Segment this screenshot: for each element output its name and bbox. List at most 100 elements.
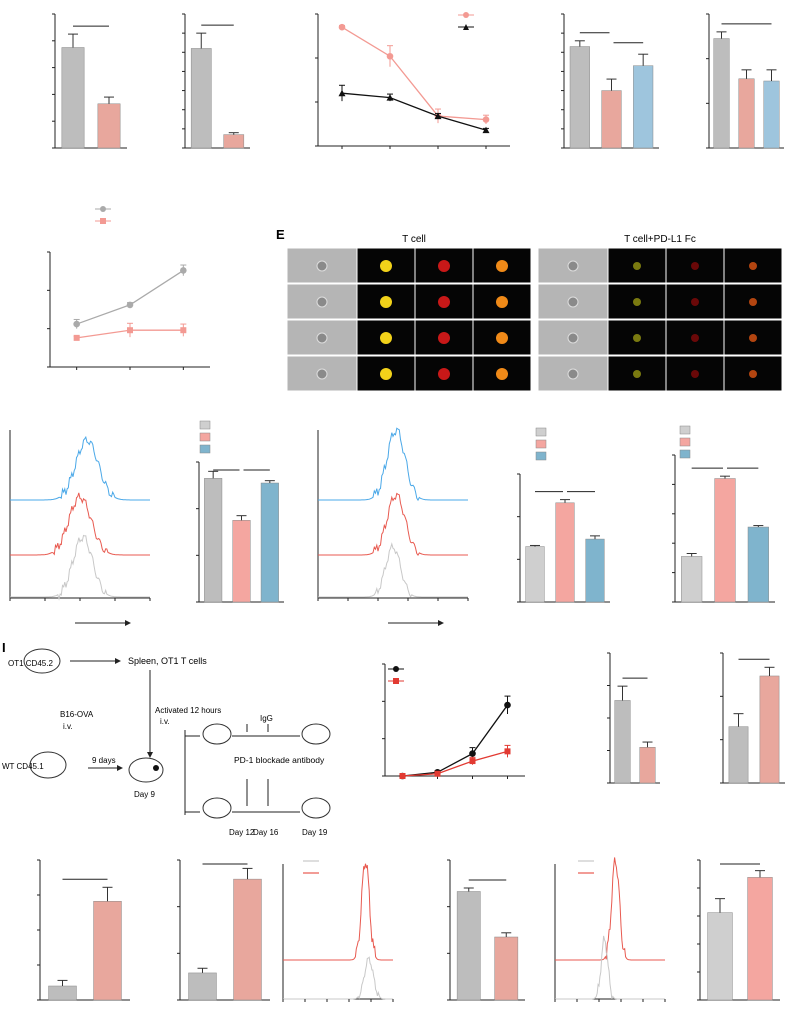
panel-e-imaging: E T cell T cell+PD-L1 Fc bbox=[276, 227, 783, 392]
mouse-icon bbox=[301, 797, 331, 819]
bar bbox=[738, 78, 755, 149]
bar bbox=[223, 134, 245, 149]
data-point bbox=[73, 334, 80, 341]
bar-chart-o2 bbox=[447, 859, 525, 1001]
panel-letter-e: E bbox=[276, 227, 285, 242]
data-point bbox=[482, 116, 490, 123]
day19-label: Day 19 bbox=[302, 828, 328, 837]
data-point bbox=[127, 327, 133, 334]
bar bbox=[61, 47, 85, 149]
cell-image bbox=[380, 332, 392, 344]
bar bbox=[747, 877, 773, 1001]
bar bbox=[747, 526, 769, 603]
cell-image bbox=[380, 296, 392, 308]
days-label: 9 days bbox=[92, 756, 116, 765]
bar bbox=[713, 38, 730, 149]
series-line bbox=[402, 704, 509, 777]
legend-swatch bbox=[199, 420, 211, 430]
histogram-trace bbox=[318, 492, 468, 556]
activated-label: Activated 12 hours bbox=[155, 706, 221, 715]
bar bbox=[633, 65, 654, 149]
bar bbox=[190, 48, 212, 149]
bar bbox=[763, 80, 780, 149]
bar bbox=[681, 556, 703, 603]
cell-image bbox=[749, 262, 757, 270]
iv-label-1: i.v. bbox=[160, 717, 170, 726]
cell-image bbox=[633, 334, 641, 342]
bar bbox=[260, 482, 279, 603]
panel-e-group2-title: T cell+PD-L1 Fc bbox=[624, 234, 696, 245]
histogram-trace bbox=[555, 857, 665, 961]
mouse-icon bbox=[128, 757, 164, 783]
histogram-trace bbox=[10, 492, 150, 556]
cell-image bbox=[496, 260, 508, 272]
cell-image bbox=[316, 332, 328, 344]
bar-chart-n bbox=[177, 859, 270, 1001]
flow-histogram bbox=[282, 863, 394, 1002]
panel-e-group1-title: T cell bbox=[402, 234, 426, 245]
cell-image bbox=[316, 296, 328, 308]
bar bbox=[494, 936, 519, 1001]
legend-marker bbox=[393, 666, 399, 672]
legend-swatch bbox=[679, 449, 691, 459]
data-point bbox=[482, 126, 490, 134]
series-line bbox=[341, 26, 487, 121]
legend-marker bbox=[463, 24, 469, 30]
mouse-icon bbox=[29, 751, 67, 779]
bar-chart-m bbox=[37, 859, 130, 1001]
series-line bbox=[76, 269, 184, 325]
panel-i-schematic: I OT1 CD45.2 Spleen, OT1 T cells Activat… bbox=[2, 640, 331, 837]
bar bbox=[525, 546, 545, 603]
cell-image bbox=[496, 368, 508, 380]
data-point bbox=[469, 750, 476, 757]
flow-histogram bbox=[317, 427, 469, 626]
bar-chart-h bbox=[672, 454, 775, 603]
bar bbox=[585, 538, 605, 603]
spleen-label: Spleen, OT1 T cells bbox=[128, 656, 207, 666]
axis-arrow-head bbox=[438, 620, 444, 626]
mouse-icon bbox=[202, 797, 232, 819]
cell-image bbox=[567, 296, 579, 308]
histogram-trace bbox=[283, 956, 393, 1000]
data-point bbox=[73, 320, 80, 328]
data-point bbox=[386, 94, 394, 101]
bar bbox=[759, 675, 780, 784]
flow-histogram bbox=[554, 857, 666, 1002]
cell-image bbox=[633, 262, 641, 270]
histogram-trace bbox=[10, 435, 150, 501]
bar bbox=[555, 502, 575, 603]
bar-chart-a1 bbox=[52, 13, 127, 149]
data-point bbox=[504, 701, 511, 709]
cell-image bbox=[691, 298, 699, 306]
tumor-icon bbox=[153, 765, 159, 771]
legend-swatch bbox=[199, 432, 211, 442]
bar-chart-l bbox=[720, 652, 785, 784]
legend-swatch bbox=[679, 425, 691, 435]
bar bbox=[569, 46, 590, 149]
cell-image bbox=[749, 370, 757, 378]
data-point bbox=[338, 89, 346, 97]
data-point bbox=[126, 301, 134, 309]
histogram-trace bbox=[318, 542, 468, 598]
bar bbox=[93, 901, 122, 1001]
series-line bbox=[402, 750, 508, 777]
cell-image bbox=[496, 332, 508, 344]
data-point bbox=[386, 52, 394, 60]
bar bbox=[233, 878, 262, 1001]
cell-image bbox=[567, 368, 579, 380]
cell-image bbox=[633, 370, 641, 378]
data-point bbox=[338, 23, 346, 31]
bar bbox=[204, 478, 223, 603]
bar-chart-a2 bbox=[182, 13, 250, 149]
legend-swatch bbox=[679, 437, 691, 447]
legend-swatch bbox=[535, 427, 547, 437]
bar-chart-c1 bbox=[561, 13, 659, 149]
panel-letter-i: I bbox=[2, 640, 6, 655]
bar bbox=[707, 912, 733, 1001]
cell-image bbox=[567, 260, 579, 272]
iv-label-2: i.v. bbox=[63, 722, 73, 731]
cell-image bbox=[316, 260, 328, 272]
flow-histogram bbox=[9, 430, 151, 626]
bar-chart-c2 bbox=[706, 13, 784, 149]
mouse2-label: WT CD45.1 bbox=[2, 762, 44, 771]
